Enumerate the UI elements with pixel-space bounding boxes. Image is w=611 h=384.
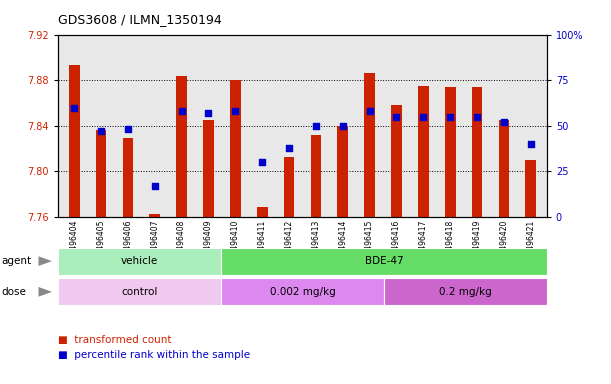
Bar: [337, 126, 348, 217]
Point: [365, 108, 375, 114]
Bar: [176, 76, 187, 217]
Bar: [149, 214, 160, 217]
Bar: [122, 138, 133, 217]
Bar: [445, 87, 456, 217]
Text: 0.2 mg/kg: 0.2 mg/kg: [439, 287, 492, 297]
Polygon shape: [38, 287, 52, 297]
Bar: [58, 278, 221, 305]
Bar: [499, 120, 509, 217]
Bar: [58, 248, 221, 275]
Bar: [230, 80, 241, 217]
Point: [392, 114, 401, 120]
Bar: [384, 278, 547, 305]
Point: [177, 108, 186, 114]
Bar: [284, 157, 295, 217]
Point: [472, 114, 482, 120]
Point: [96, 128, 106, 134]
Bar: [69, 65, 79, 217]
Text: ■  percentile rank within the sample: ■ percentile rank within the sample: [58, 350, 250, 360]
Point: [338, 123, 348, 129]
Point: [257, 159, 267, 166]
Text: BDE-47: BDE-47: [365, 256, 403, 266]
Text: GDS3608 / ILMN_1350194: GDS3608 / ILMN_1350194: [58, 13, 222, 26]
Point: [150, 183, 159, 189]
Bar: [418, 86, 429, 217]
Text: agent: agent: [2, 256, 32, 266]
Point: [230, 108, 240, 114]
Text: ■  transformed count: ■ transformed count: [58, 335, 172, 345]
Point: [499, 119, 509, 125]
Bar: [525, 160, 536, 217]
Bar: [364, 73, 375, 217]
Bar: [96, 130, 106, 217]
Bar: [310, 135, 321, 217]
Text: dose: dose: [2, 287, 27, 297]
Point: [419, 114, 428, 120]
Text: 0.002 mg/kg: 0.002 mg/kg: [269, 287, 335, 297]
Point: [123, 126, 133, 132]
Point: [69, 104, 79, 111]
Bar: [257, 207, 268, 217]
Bar: [391, 105, 402, 217]
Point: [445, 114, 455, 120]
Text: vehicle: vehicle: [121, 256, 158, 266]
Polygon shape: [38, 256, 52, 266]
Bar: [472, 87, 483, 217]
Point: [311, 123, 321, 129]
Text: control: control: [122, 287, 158, 297]
Point: [203, 110, 213, 116]
Bar: [221, 248, 547, 275]
Point: [526, 141, 536, 147]
Bar: [203, 120, 214, 217]
Bar: [221, 278, 384, 305]
Point: [284, 145, 294, 151]
